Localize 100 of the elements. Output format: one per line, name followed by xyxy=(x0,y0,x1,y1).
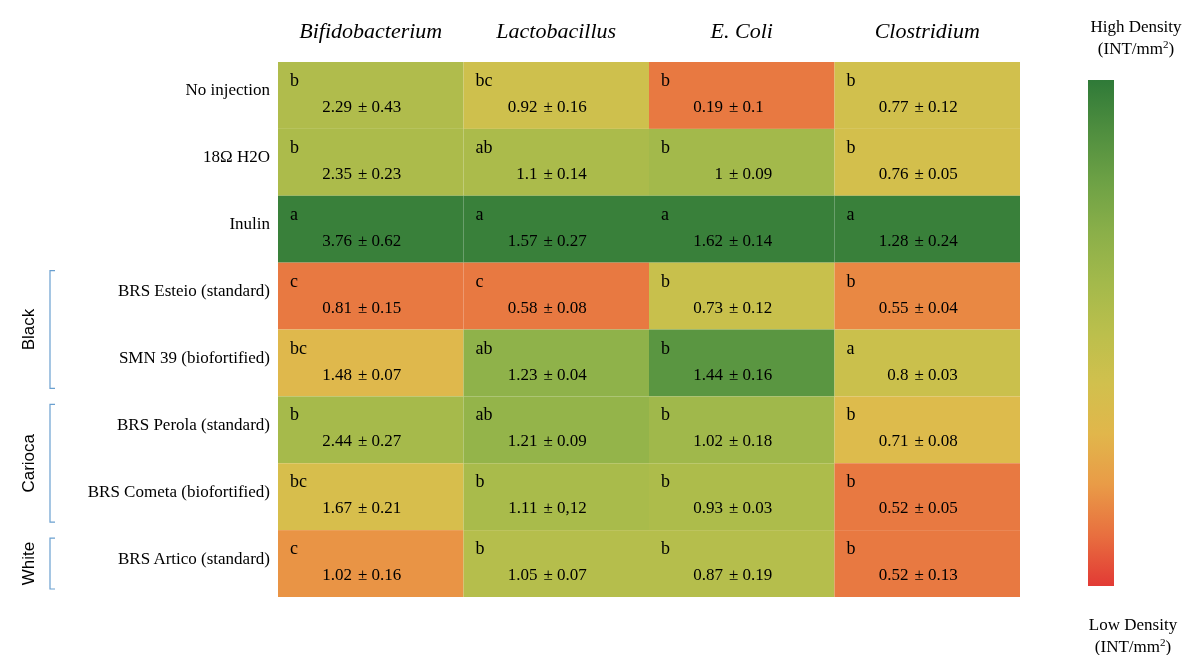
annotation: ± 0.16 xyxy=(357,565,402,585)
y-tick-label: BRS Artico (standard) xyxy=(117,548,270,568)
data-label: 1.44 xyxy=(693,364,724,384)
data-label: 1.02 xyxy=(322,565,352,585)
annotation: ± 0.24 xyxy=(914,230,959,250)
annotation: ± 0.12 xyxy=(914,97,958,116)
x-tick-label: Clostridium xyxy=(874,18,980,43)
annotation: b xyxy=(661,471,670,492)
data-label: 2.35 xyxy=(322,163,352,183)
text: Black xyxy=(19,308,39,351)
data-label: 1.62 xyxy=(693,230,723,250)
data-label: 1.05 xyxy=(507,565,538,585)
annotation: b xyxy=(475,538,485,559)
data-label: 0.87 xyxy=(693,565,724,585)
annotation: b xyxy=(661,270,670,291)
data-label: 2.29 xyxy=(322,97,352,116)
annotation: ab xyxy=(475,404,493,425)
annotation: ± 0.08 xyxy=(914,431,958,451)
annotation: b xyxy=(846,404,856,425)
annotation: ± 0.14 xyxy=(728,230,773,250)
data-label: 1.02 xyxy=(693,431,723,451)
annotation: ± 0.15 xyxy=(357,297,402,317)
annotation: ± 0.16 xyxy=(543,97,587,116)
annotation: ± 0.23 xyxy=(357,163,402,183)
annotation: a xyxy=(290,203,298,224)
data-label: 0.52 xyxy=(878,565,909,585)
text: High Density (INT/mm$^{2}$) xyxy=(1090,17,1183,58)
data-label: 1.28 xyxy=(878,230,909,250)
data-label: 1.1 xyxy=(516,163,538,183)
y-tick-label: SMN 39 (biofortified) xyxy=(118,347,270,367)
annotation: b xyxy=(846,270,856,291)
annotation: bc xyxy=(290,337,307,358)
annotation: ± 0.03 xyxy=(728,498,773,518)
data-label: 2.44 xyxy=(322,431,353,451)
annotation: c xyxy=(290,538,298,559)
annotation: ± 0.05 xyxy=(914,498,958,518)
annotation: b xyxy=(661,136,670,157)
annotation: a xyxy=(846,203,855,224)
annotation: b xyxy=(846,471,856,492)
annotation: ± 0.27 xyxy=(357,431,402,451)
annotation: b xyxy=(290,404,299,425)
data-label: 1.11 xyxy=(508,498,538,518)
annotation: bc xyxy=(290,471,307,492)
annotation: ab xyxy=(475,136,493,157)
annotation: b xyxy=(661,538,670,559)
y-tick-label: 18Ω H2O xyxy=(203,147,270,167)
data-label: 1.57 xyxy=(507,230,538,250)
x-tick-label: Lactobacillus xyxy=(495,18,617,43)
y-tick-label: BRS Cometa (biofortified) xyxy=(87,481,270,501)
data-label: 1 xyxy=(714,163,723,183)
data-label: 0.52 xyxy=(878,498,909,518)
annotation: b xyxy=(290,136,299,157)
annotation: ± 0.09 xyxy=(728,163,773,183)
annotation: b xyxy=(661,70,670,90)
data-label: 0.58 xyxy=(507,297,538,317)
y-tick-label: BRS Perola (standard) xyxy=(117,414,270,434)
data-label: 0.71 xyxy=(878,431,909,451)
x-tick-label: Bifidobacterium xyxy=(299,18,443,43)
data-label: 0.92 xyxy=(507,97,538,116)
annotation: b xyxy=(846,136,856,157)
annotation: ± 0.13 xyxy=(914,565,958,585)
data-label: 0.81 xyxy=(322,297,352,317)
data-label: 0.76 xyxy=(878,163,909,183)
x-tick-label: E. Coli xyxy=(709,18,773,43)
data-label: 0.77 xyxy=(878,97,909,116)
data-label: 1.21 xyxy=(507,431,538,451)
data-label: 1.48 xyxy=(322,364,352,384)
data-label: 0.19 xyxy=(693,97,723,116)
annotation: ± 0.07 xyxy=(357,364,402,384)
text: Low Density (INT/mm$^{2}$) xyxy=(1088,615,1178,655)
annotation: a xyxy=(475,203,484,224)
annotation: ± 0.14 xyxy=(543,163,588,183)
annotation: ± 0.21 xyxy=(357,498,402,518)
annotation: ± 0.12 xyxy=(728,297,773,317)
data-label: 0.8 xyxy=(887,364,909,384)
annotation: ± 0.16 xyxy=(728,364,773,384)
data-label: 3.76 xyxy=(322,230,352,250)
annotation: ± 0.19 xyxy=(728,565,773,585)
annotation: bc xyxy=(475,70,493,90)
annotation: b xyxy=(846,70,856,90)
text: Carioca xyxy=(19,433,39,493)
annotation: ± 0.05 xyxy=(914,163,958,183)
annotation: c xyxy=(475,270,484,291)
annotation: ± 0.43 xyxy=(357,97,402,116)
annotation: a xyxy=(661,203,669,224)
annotation: ± 0.09 xyxy=(543,431,587,451)
annotation: ± 0.04 xyxy=(543,364,588,384)
data-label: 1.23 xyxy=(507,364,538,384)
annotation: ab xyxy=(475,337,493,358)
data-label: 0.55 xyxy=(878,297,909,317)
annotation: b xyxy=(290,70,299,90)
annotation: b xyxy=(661,337,670,358)
y-tick-label: No injection xyxy=(185,80,271,100)
annotation: ± 0.04 xyxy=(914,297,959,317)
annotation: ± 0.07 xyxy=(543,565,588,585)
annotation: b xyxy=(475,471,485,492)
annotation: ± 0.18 xyxy=(728,431,773,451)
annotation: a xyxy=(846,337,855,358)
y-tick-label: Inulin xyxy=(229,214,271,234)
y-tick-label: BRS Esteio (standard) xyxy=(117,281,270,301)
